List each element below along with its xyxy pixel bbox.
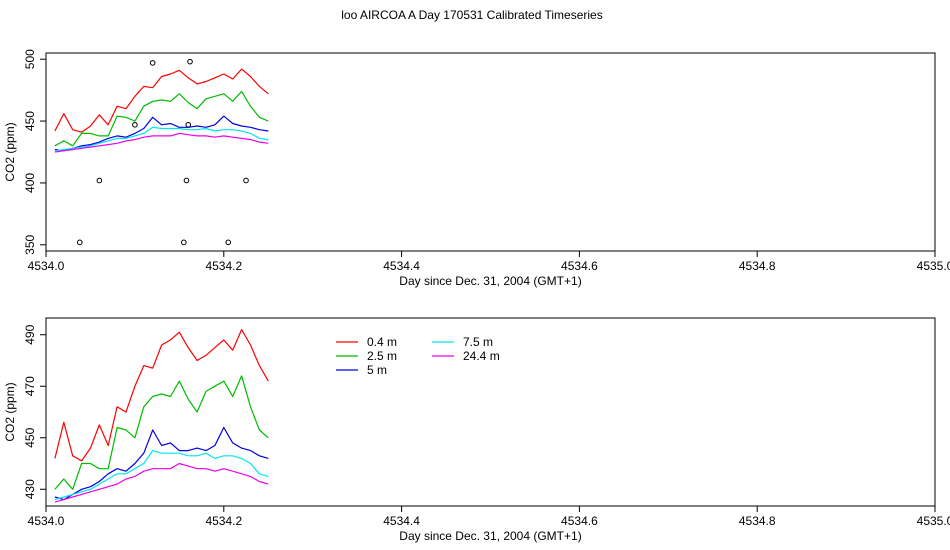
x-tick-label: 4535.0	[917, 514, 950, 528]
y-tick-label: 450	[23, 111, 37, 131]
legend-label: 2.5 m	[367, 349, 397, 363]
series-line	[54, 329, 269, 462]
data-point	[96, 177, 103, 184]
x-tick-label: 4534.6	[561, 259, 598, 273]
bottom-panel: 4534.0 4534.2 4534.4 4534.6 4534.8 4535.0 Day …	[3, 317, 950, 543]
x-tick-label: 4534.8	[739, 514, 776, 528]
y-tick-label: 430	[23, 479, 37, 499]
series-line	[54, 375, 269, 490]
x-tick-label: 4534.6	[561, 514, 598, 528]
data-point	[183, 177, 190, 184]
y-tick-label: 450	[23, 427, 37, 447]
plot-frame	[45, 52, 936, 252]
data-point	[243, 177, 249, 184]
series-line	[54, 426, 269, 501]
data-point	[76, 239, 83, 246]
legend-label: 24.4 m	[463, 349, 500, 363]
y-tick-label: 470	[23, 376, 37, 396]
x-tick-label: 4534.4	[383, 514, 420, 528]
legend-label: 0.4 m	[367, 335, 397, 349]
series-line	[54, 450, 269, 501]
x-tick-label: 4534.0	[28, 259, 65, 273]
x-tick-label: 4535.0	[917, 259, 950, 273]
x-tick-label: 4534.0	[28, 514, 65, 528]
legend-label: 7.5 m	[463, 335, 493, 349]
series-line	[54, 126, 269, 152]
data-point	[149, 60, 156, 66]
data-point	[187, 58, 193, 65]
legend-label: 5 m	[367, 363, 387, 377]
y-axis-label: CO2 (ppm)	[3, 382, 17, 441]
x-axis-label: Day since Dec. 31, 2004 (GMT+1)	[399, 274, 581, 288]
x-tick-label: 4534.8	[739, 259, 776, 273]
data-point	[180, 239, 187, 246]
x-tick-label: 4534.2	[205, 259, 242, 273]
series-line	[54, 115, 269, 152]
y-tick-label: 490	[23, 324, 37, 344]
data-point	[225, 239, 232, 246]
y-axis-label: CO2 (ppm)	[3, 122, 17, 181]
series-line	[54, 90, 269, 147]
y-tick-label: 350	[23, 234, 37, 254]
top-panel: 4534.0 4534.2 4534.4 4534.6 4534.8 4535.0 Day …	[3, 49, 950, 288]
data-point	[132, 121, 138, 128]
plot-frame	[45, 317, 936, 507]
x-tick-label: 4534.4	[383, 259, 420, 273]
x-tick-label: 4534.2	[205, 514, 242, 528]
y-tick-label: 500	[23, 49, 37, 69]
series-line	[54, 68, 269, 133]
series-line	[54, 132, 269, 153]
data-point	[185, 121, 192, 128]
series-line	[54, 462, 269, 503]
figure-title: loo AIRCOA A Day 170531 Calibrated Times…	[341, 8, 602, 22]
x-axis-label: Day since Dec. 31, 2004 (GMT+1)	[399, 529, 581, 543]
y-tick-label: 400	[23, 173, 37, 193]
